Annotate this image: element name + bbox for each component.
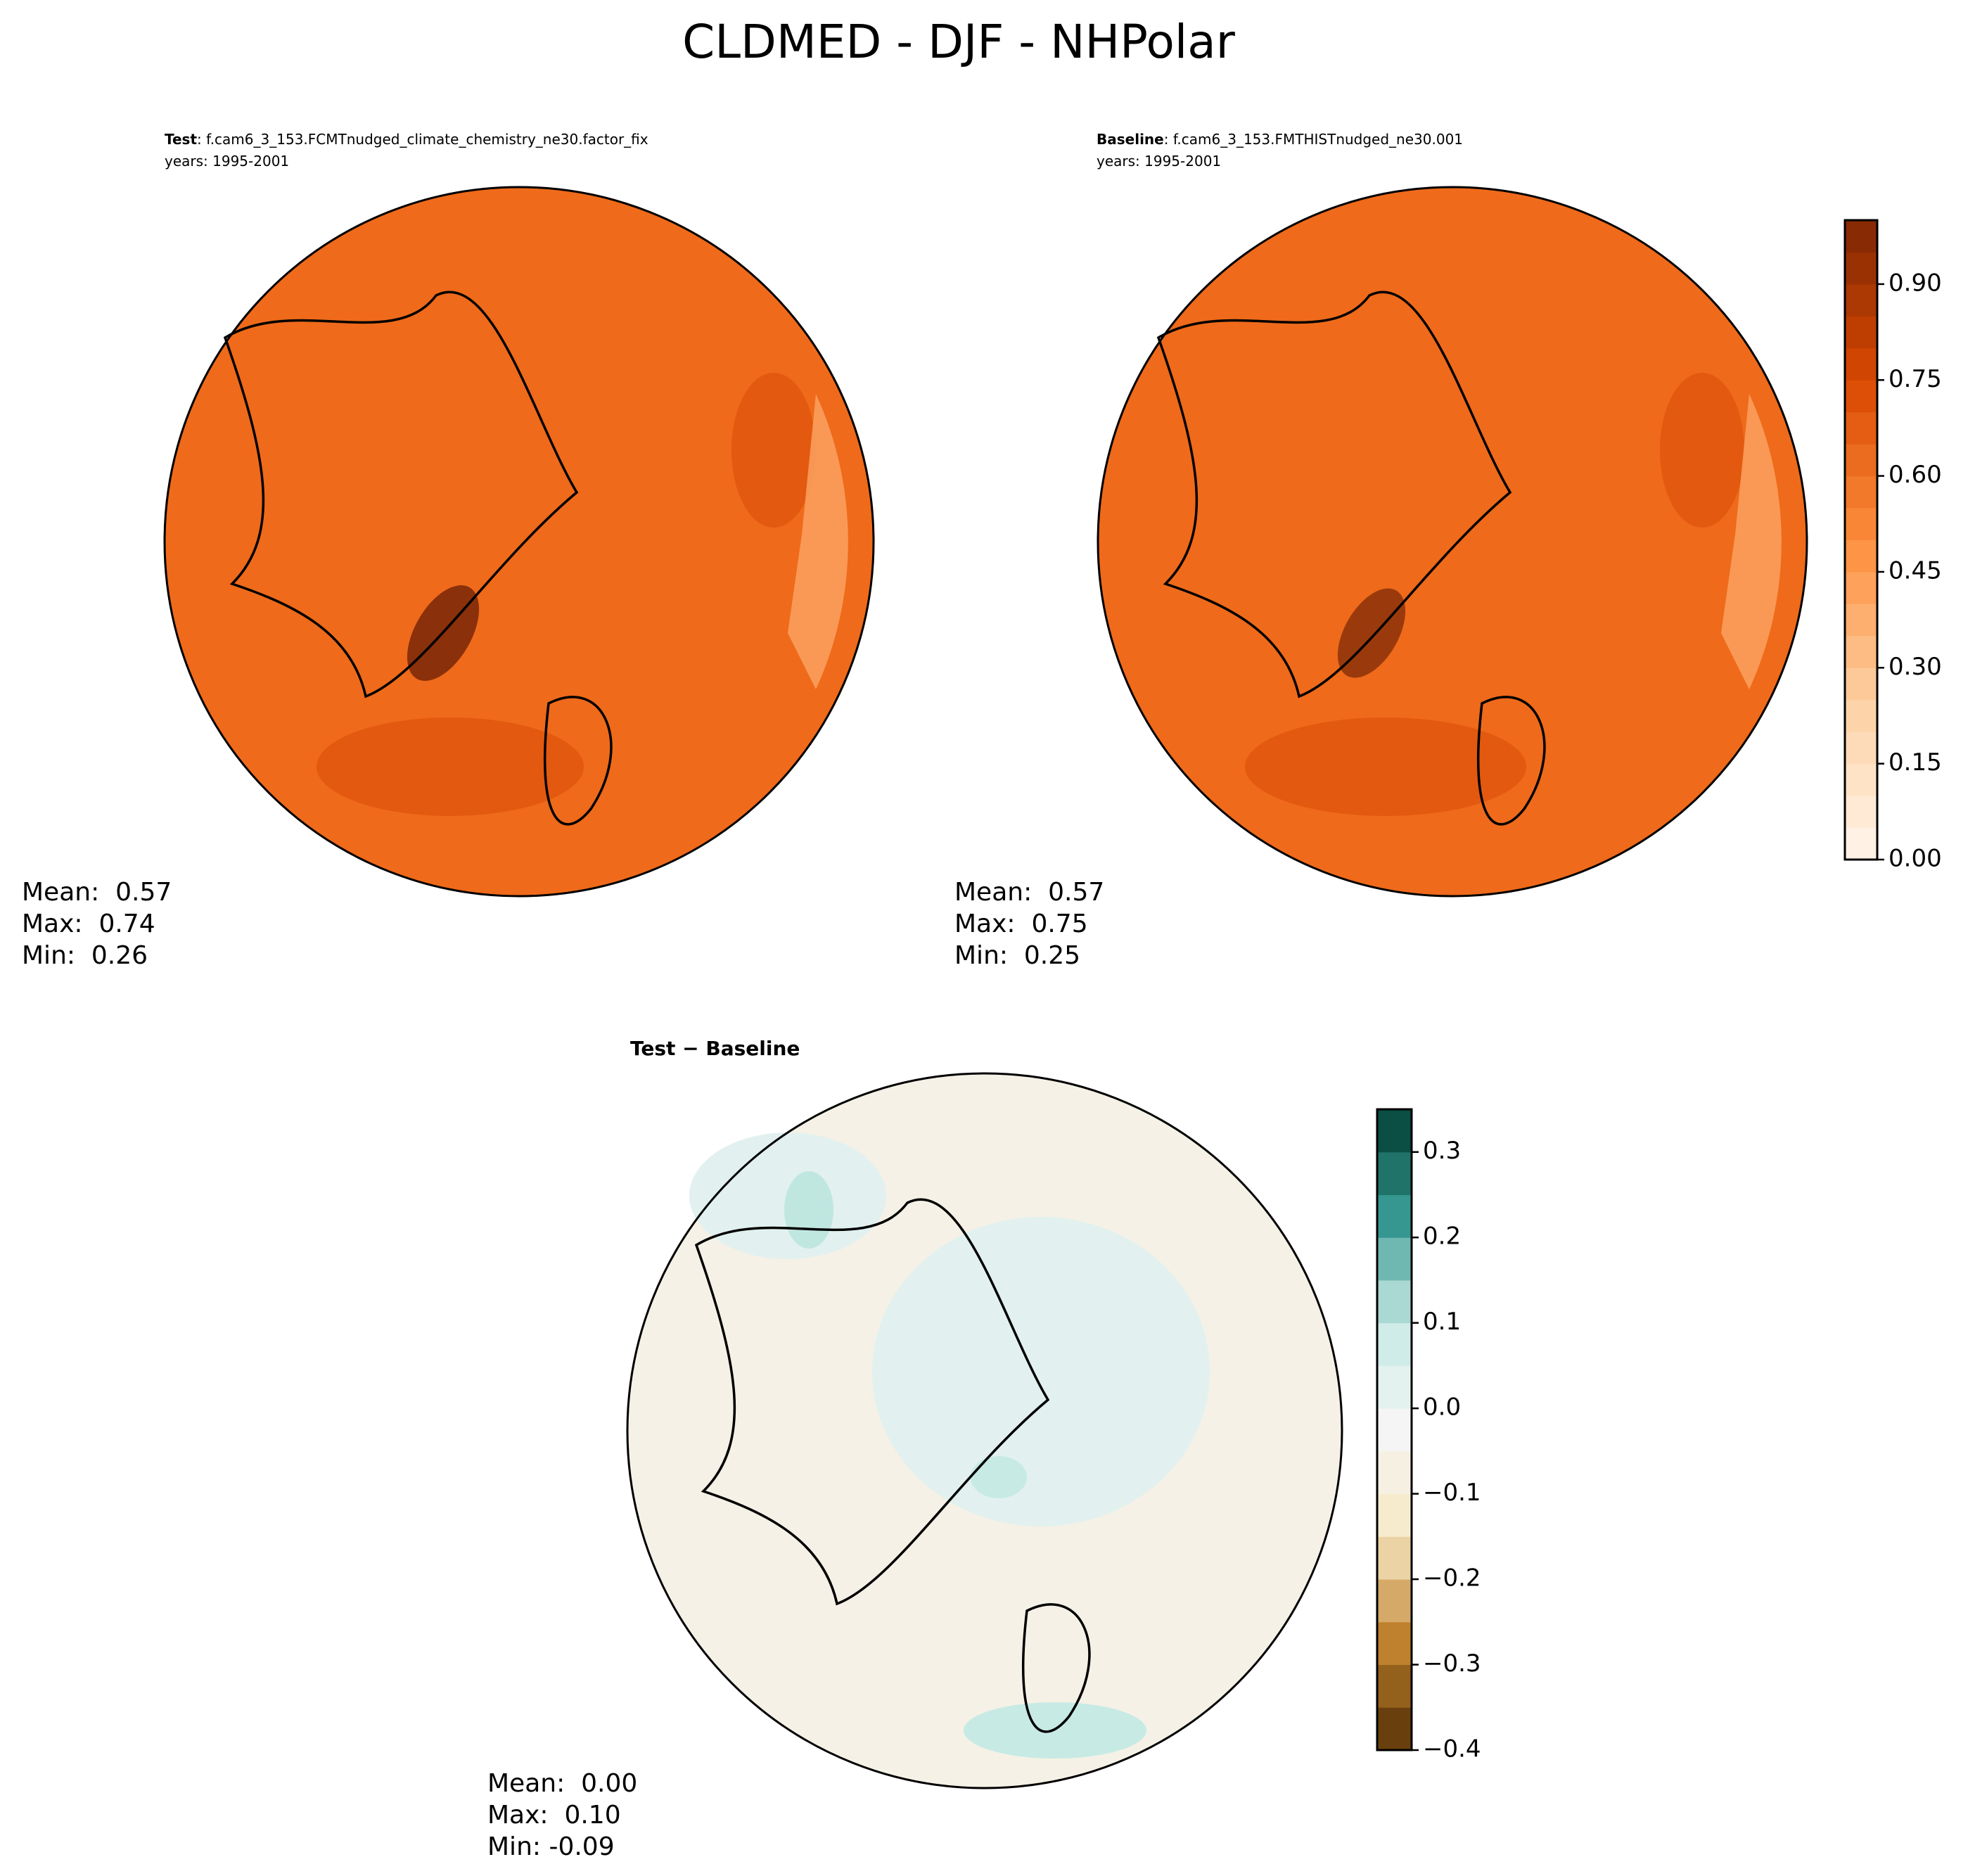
panel-title: Test: f.cam6_3_153.FCMTnudged_climate_ch… [165, 131, 648, 148]
colorbar-band [1845, 444, 1877, 477]
panel-title: Test − Baseline [630, 1037, 800, 1060]
colorbar-frame [1843, 219, 1879, 861]
coastline [1021, 1603, 1091, 1733]
field-blob [1721, 394, 1782, 689]
colorbar-tick-label: 0.15 [1888, 748, 1942, 777]
map [163, 186, 875, 898]
colorbar-band [1377, 1493, 1412, 1537]
colorbar-band [1377, 1621, 1412, 1666]
map-border [163, 186, 875, 898]
field-blob [731, 373, 816, 528]
stat: Mean: 0.00 [487, 1769, 637, 1798]
colorbar-tick-label: 0.0 [1423, 1393, 1461, 1422]
coastline [543, 696, 613, 826]
colorbar-band [1377, 1536, 1412, 1580]
colorbar-band [1377, 1194, 1412, 1238]
colorbar-band [1845, 635, 1877, 668]
colorbar-tick-label: 0.1 [1423, 1308, 1461, 1336]
colorbar-band [1377, 1237, 1412, 1281]
colorbar-band [1845, 604, 1877, 637]
coastline [1156, 291, 1512, 698]
colorbar-band [1377, 1707, 1412, 1751]
colorbar-band [1845, 827, 1877, 860]
figure-title: CLDMED - DJF - NHPolar [682, 15, 1236, 69]
colorbar-tick-label: 0.2 [1423, 1223, 1461, 1251]
stat: Max: 0.75 [954, 910, 1088, 938]
colorbar-frame [1376, 1108, 1413, 1751]
colorbar-band [1377, 1280, 1412, 1324]
colorbar-tick-label: 0.60 [1888, 461, 1942, 489]
colorbar-band [1845, 540, 1877, 573]
coastline [223, 291, 579, 698]
panel-years: years: 1995-2001 [165, 153, 289, 170]
colorbar-tick-label: −0.2 [1423, 1564, 1481, 1593]
colorbar-band [1845, 699, 1877, 732]
colorbar-band [1377, 1450, 1412, 1495]
coastline [694, 1198, 1050, 1606]
colorbar-band [1377, 1322, 1412, 1366]
field-blob [1245, 717, 1526, 816]
map-field [165, 187, 874, 896]
colorbar-band [1845, 380, 1877, 413]
colorbar-tick-label: −0.4 [1423, 1735, 1481, 1763]
coastline [1476, 696, 1546, 826]
colorbar-band [1377, 1109, 1412, 1153]
map-border [1097, 186, 1808, 898]
field-blob [317, 717, 584, 816]
map [626, 1072, 1343, 1789]
map-border [626, 1072, 1343, 1789]
stat: Max: 0.74 [22, 910, 155, 938]
colorbar-tick-label: 0.3 [1423, 1137, 1461, 1165]
field-blob [784, 1171, 833, 1249]
field-blob [1660, 373, 1744, 528]
colorbar-tick-label: 0.30 [1888, 653, 1942, 681]
colorbar-band [1845, 796, 1877, 829]
colorbar-band [1845, 347, 1877, 381]
panel-years: years: 1995-2001 [1097, 153, 1221, 170]
stat: Min: -0.09 [487, 1832, 615, 1861]
colorbar-tick-label: 0.75 [1888, 365, 1942, 393]
colorbar-band [1845, 283, 1877, 317]
colorbar-band [1377, 1408, 1412, 1452]
stat: Min: 0.25 [954, 941, 1080, 970]
stat: Min: 0.26 [22, 941, 148, 970]
field-blob [971, 1456, 1027, 1498]
field-blob [872, 1217, 1210, 1526]
panel-name: Test [165, 131, 197, 148]
panel-name: Baseline [1097, 131, 1164, 148]
colorbar-band [1377, 1664, 1412, 1708]
colorbar-band [1845, 476, 1877, 509]
stat: Mean: 0.57 [954, 878, 1104, 907]
colorbar-band [1845, 316, 1877, 349]
colorbar-tick-label: −0.3 [1423, 1650, 1481, 1678]
colorbar-tick-label: 0.45 [1888, 556, 1942, 585]
colorbar-band [1845, 252, 1877, 285]
panel-case: : f.cam6_3_153.FCMTnudged_climate_chemis… [197, 131, 648, 148]
colorbar-tick-label: −0.1 [1423, 1479, 1481, 1507]
colorbar-band [1377, 1579, 1412, 1623]
colorbar-band [1377, 1365, 1412, 1409]
map [1097, 186, 1808, 898]
colorbar-band [1377, 1151, 1412, 1195]
colorbar-band [1845, 668, 1877, 701]
colorbar-tick-label: 0.90 [1888, 269, 1942, 297]
colorbar-tick-label: 0.00 [1888, 845, 1942, 873]
colorbar-band [1845, 732, 1877, 765]
panel-case: : f.cam6_3_153.FMTHISTnudged_ne30.001 [1164, 131, 1463, 148]
colorbar-band [1845, 571, 1877, 604]
field-blob [788, 394, 848, 689]
colorbar-band [1845, 763, 1877, 796]
stat: Mean: 0.57 [22, 878, 172, 907]
map-field [1098, 187, 1807, 896]
colorbar-band [1845, 220, 1877, 253]
stat: Max: 0.10 [487, 1801, 621, 1830]
panel-title: Baseline: f.cam6_3_153.FMTHISTnudged_ne3… [1097, 131, 1463, 148]
colorbar-band [1845, 508, 1877, 540]
colorbar-band [1845, 411, 1877, 445]
